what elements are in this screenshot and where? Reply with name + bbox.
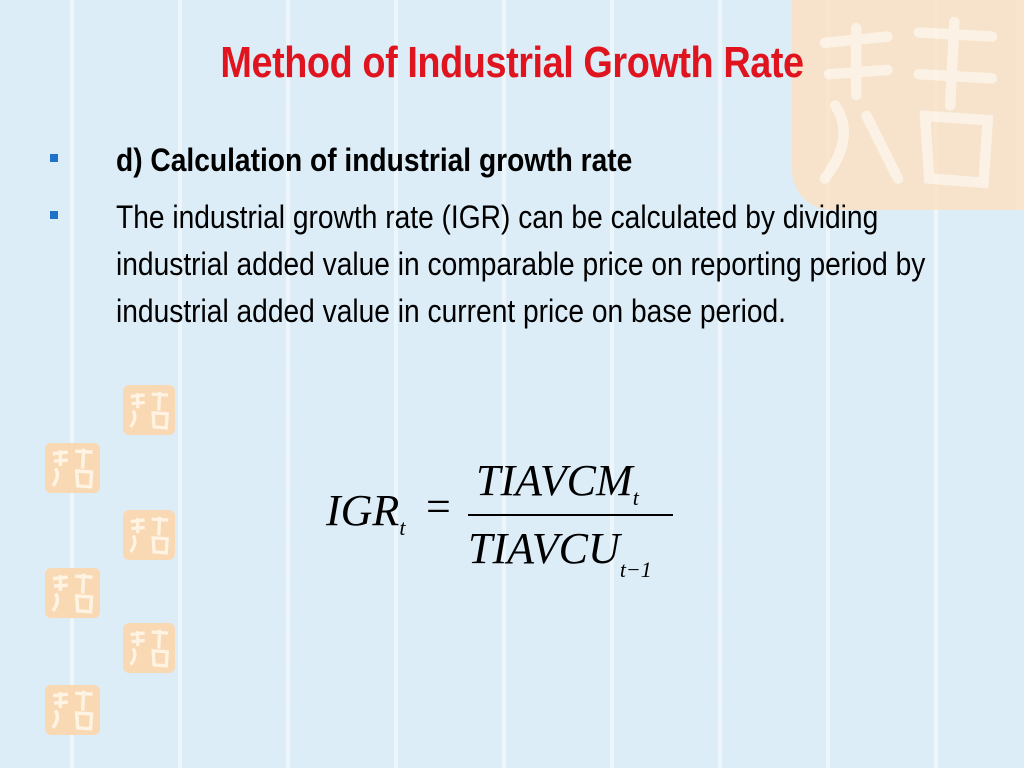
square-bullet-icon: [50, 154, 58, 162]
formula-denominator-symbol: TIAVCU: [468, 524, 620, 573]
formula-numerator-symbol: TIAVCM: [476, 456, 633, 505]
formula-lhs-symbol: IGR: [326, 486, 400, 535]
seal-watermark-small: [45, 568, 100, 618]
bullet-paragraph: The industrial growth rate (IGR) can be …: [116, 199, 926, 329]
formula-numerator: TIAVCMt: [476, 455, 639, 511]
formula-equals: =: [426, 482, 451, 531]
seal-calligraphy-icon: [128, 629, 169, 668]
bullet-heading: d) Calculation of industrial growth rate: [116, 142, 633, 178]
seal-calligraphy-icon: [51, 448, 94, 489]
seal-calligraphy-icon: [128, 391, 169, 430]
seal-watermark-small: [123, 385, 175, 435]
slide-title: Method of Industrial Growth Rate: [220, 38, 804, 87]
seal-calligraphy-icon: [51, 573, 94, 614]
fraction-bar: [468, 514, 673, 516]
formula-lhs: IGRt: [326, 485, 405, 541]
square-bullet-icon: [50, 211, 58, 219]
formula-denominator-subscript: t−1: [619, 557, 652, 582]
seal-watermark-small: [123, 623, 175, 673]
formula-lhs-subscript: t: [399, 515, 406, 540]
igr-formula: IGRt = TIAVCMt TIAVCUt−1: [326, 455, 686, 583]
seal-watermark-large: [792, 0, 1024, 210]
seal-calligraphy-icon: [51, 690, 94, 731]
seal-watermark-small: [123, 510, 175, 560]
seal-watermark-small: [45, 443, 100, 493]
formula-numerator-subscript: t: [632, 485, 639, 510]
seal-watermark-small: [45, 685, 100, 735]
formula-denominator: TIAVCUt−1: [468, 523, 652, 583]
seal-calligraphy-icon: [128, 516, 169, 555]
seal-calligraphy-icon: [819, 16, 997, 188]
